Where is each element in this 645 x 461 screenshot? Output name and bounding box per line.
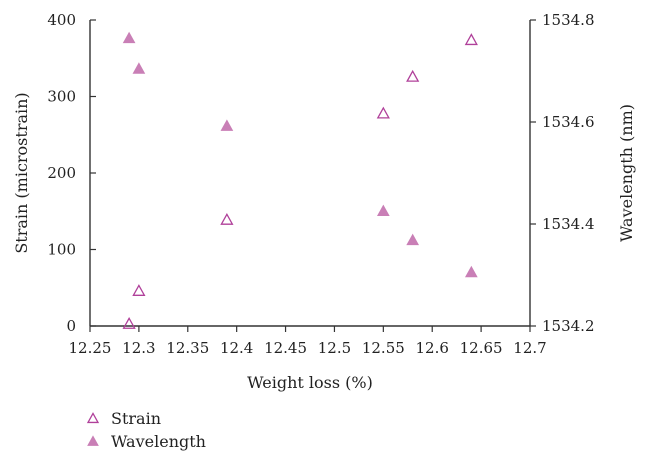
left-y-tick-label: 0 [66,317,76,335]
legend-item-wavelength: Wavelength [87,432,206,451]
point-strain [376,106,390,119]
right-y-tick-label: 1534.6 [542,113,595,131]
left-y-axis-label: Strain (microstrain) [12,92,31,253]
axes-group [89,20,531,327]
left-y-tick-label: 300 [47,88,76,106]
legend-marker-wavelength [87,435,99,446]
point-wavelength [122,31,136,44]
x-tick-label: 12.6 [416,339,449,357]
ticks-group: 12.25 12.3 12.35 12.4 12.45 12.5 12.55 12.6 12.6… [47,11,594,357]
point-strain [464,33,478,46]
x-tick-label: 12.55 [362,339,405,357]
right-y-axis-label: Wavelength (nm) [617,104,636,242]
data-marks-group [122,31,478,329]
right-y-tick-label: 1534.8 [542,11,595,29]
x-tick-label: 12.35 [166,339,209,357]
x-tick-label: 12.65 [460,339,503,357]
point-strain [220,212,234,225]
right-y-tick-label: 1534.2 [542,317,595,335]
left-y-tick-label: 400 [47,11,76,29]
x-tick-label: 12.3 [122,339,155,357]
point-strain [122,316,136,329]
legend-label-wavelength: Wavelength [111,432,206,451]
x-tick-label: 12.5 [318,339,351,357]
point-wavelength [220,119,234,131]
point-strain [406,69,420,82]
point-strain [132,284,146,296]
x-tick-label: 12.25 [69,339,112,357]
point-wavelength [406,233,420,246]
point-wavelength [464,265,478,278]
right-y-tick-label: 1534.4 [542,215,595,233]
x-axis-label: Weight loss (%) [247,373,373,392]
point-wavelength [132,62,146,74]
x-tick-label: 12.7 [513,339,546,357]
point-wavelength [376,204,390,217]
x-tick-label: 12.45 [264,339,307,357]
legend-item-strain: Strain [86,409,161,428]
legend: Strain Wavelength [86,409,206,451]
x-tick-label: 12.4 [220,339,253,357]
legend-label-strain: Strain [111,409,161,428]
left-y-tick-label: 100 [47,241,76,259]
left-y-tick-label: 200 [47,164,76,182]
legend-marker-strain [86,412,100,424]
